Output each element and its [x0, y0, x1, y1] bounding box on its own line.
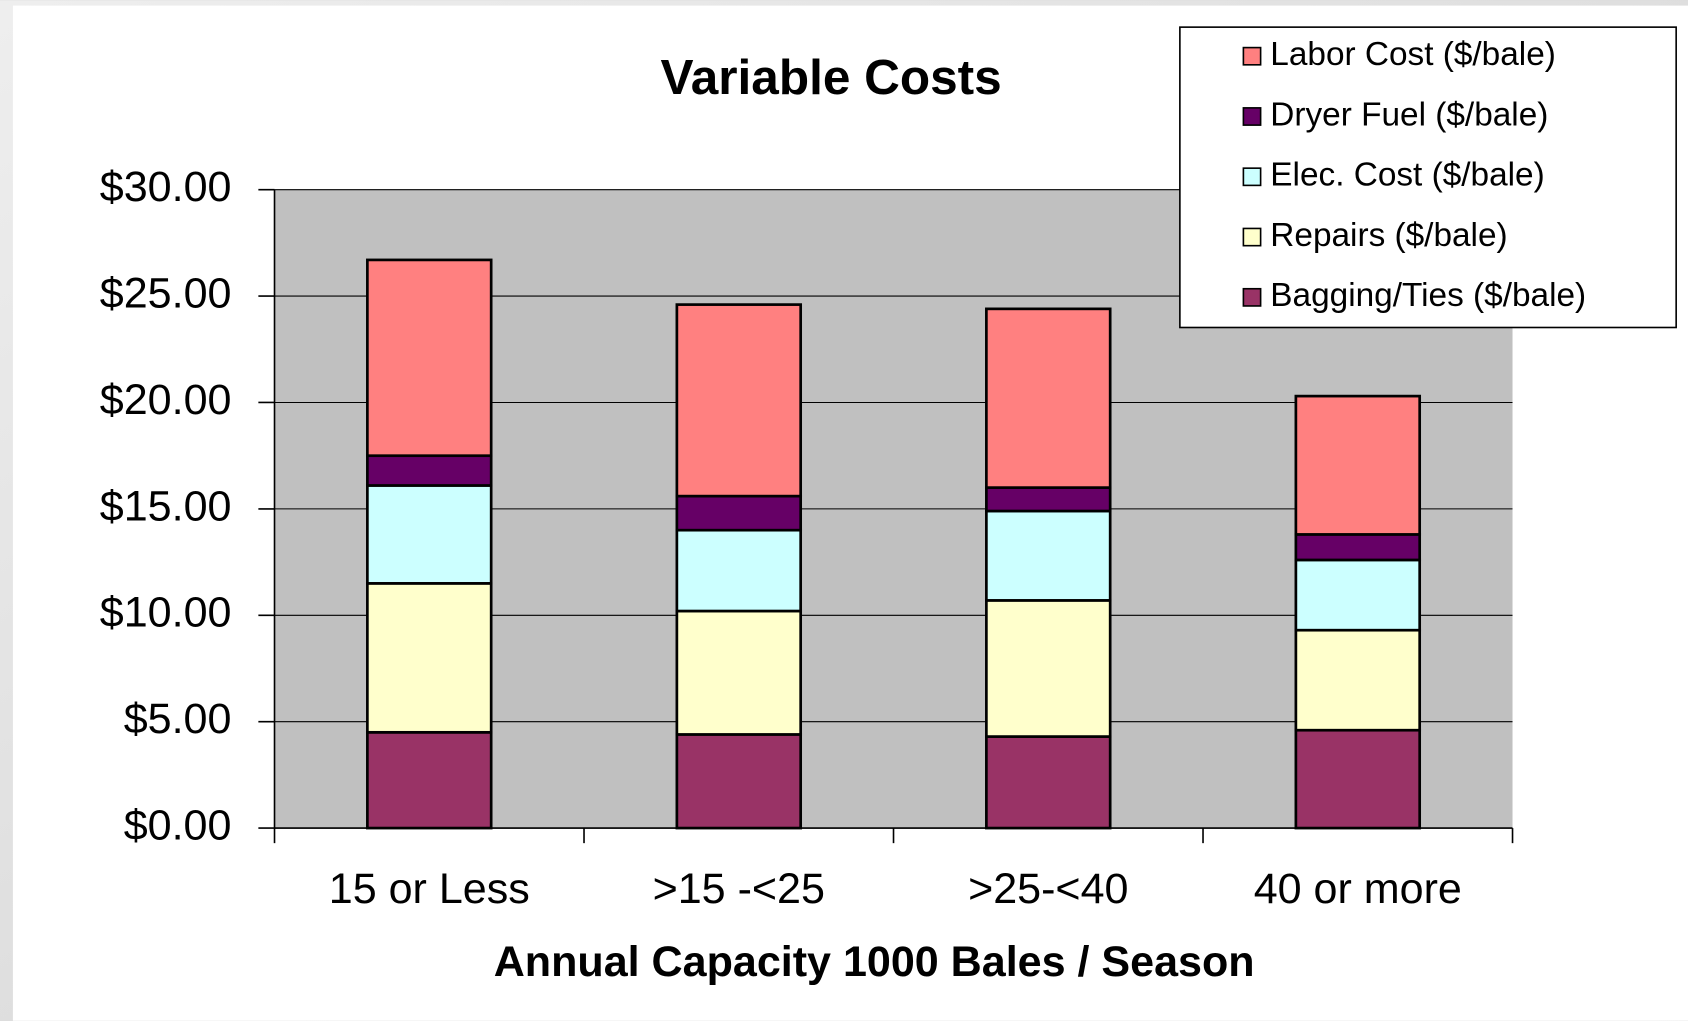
x-tick-label: 15 or Less — [329, 865, 530, 913]
bar-segment — [366, 730, 493, 830]
bar-segment — [366, 582, 493, 734]
bar-segment — [675, 733, 803, 830]
x-tick-label: >25-<40 — [968, 865, 1128, 913]
bar-segment — [366, 454, 493, 487]
legend-box — [1179, 26, 1677, 329]
y-tick-label: $25.00 — [100, 269, 232, 317]
legend-label: Bagging/Ties ($/bale) — [1270, 277, 1586, 314]
legend-label: Dryer Fuel ($/bale) — [1270, 96, 1548, 133]
chart-title: Variable Costs — [660, 50, 1001, 105]
legend-swatch — [1242, 227, 1262, 247]
legend-label: Elec. Cost ($/bale) — [1270, 157, 1544, 194]
y-tick-label: $15.00 — [100, 482, 232, 530]
bar-segment — [675, 528, 803, 613]
bar-segment — [366, 258, 493, 458]
bar-segment — [1294, 728, 1422, 830]
bar-segment — [1294, 558, 1422, 632]
y-tick-label: $30.00 — [100, 163, 232, 211]
bar-segment — [985, 735, 1112, 830]
bar-segment — [1294, 394, 1422, 536]
legend-label: Repairs ($/bale) — [1270, 217, 1507, 254]
y-tick-label: $5.00 — [124, 695, 232, 743]
bar-segment — [985, 307, 1112, 489]
legend-label: Labor Cost ($/bale) — [1270, 36, 1556, 73]
x-axis-title: Annual Capacity 1000 Bales / Season — [494, 938, 1255, 986]
y-tick-label: $20.00 — [100, 376, 232, 424]
bar-segment — [985, 486, 1112, 513]
y-tick-label: $0.00 — [124, 801, 232, 849]
legend-swatch — [1242, 167, 1262, 187]
legend-swatch — [1242, 46, 1262, 66]
bar-segment — [985, 599, 1112, 738]
x-tick-label: >15 -<25 — [653, 865, 825, 913]
legend-swatch — [1242, 287, 1262, 307]
bar-segment — [1294, 533, 1422, 562]
bar-segment — [675, 494, 803, 532]
legend-swatch — [1242, 107, 1262, 126]
y-tick-label: $10.00 — [100, 589, 232, 637]
bar-segment — [675, 303, 803, 498]
bar-segment — [985, 509, 1112, 602]
bar-segment — [675, 609, 803, 736]
bar-segment — [1294, 628, 1422, 732]
bar-segment — [366, 484, 493, 585]
x-tick-label: 40 or more — [1254, 865, 1462, 913]
